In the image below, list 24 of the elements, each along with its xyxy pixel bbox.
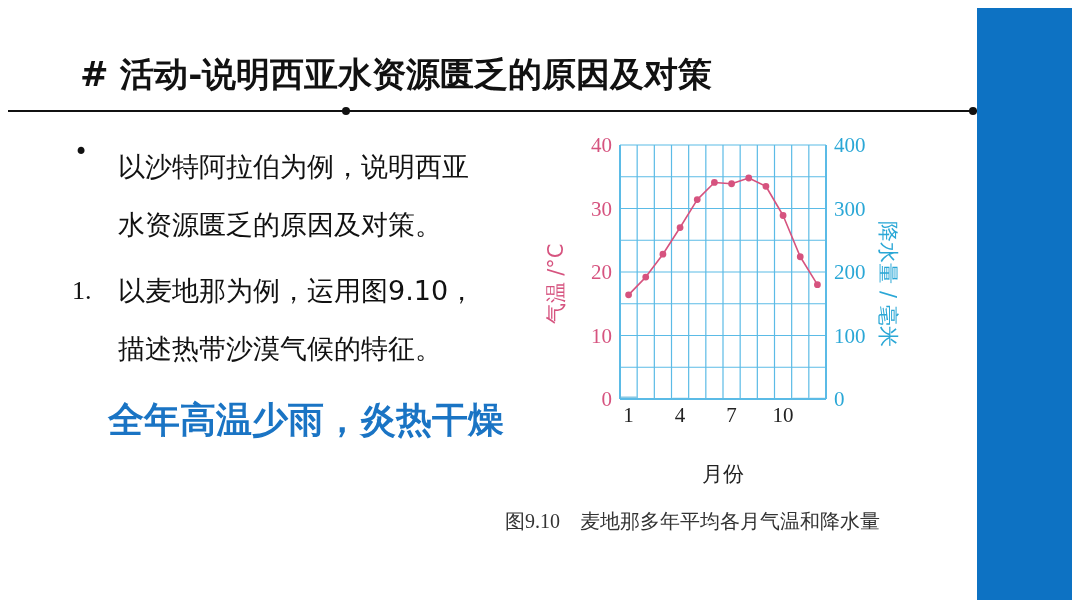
y2-tick-label: 200 [834, 260, 866, 285]
text: 以沙特阿拉伯为例，说明西亚水资源匮乏的原因及对策。 [118, 150, 470, 242]
x-tick-label: 10 [772, 402, 794, 427]
x-tick-label: 4 [674, 402, 686, 427]
x-tick-label: 7 [726, 402, 737, 427]
text: 以麦地那为例，运用图9.10，描述热带沙漠气候的特征。 [118, 274, 477, 366]
text: 全年高温少雨，炎热干燥 [108, 398, 504, 442]
y-tick-label: 10 [591, 323, 612, 348]
text: • [74, 138, 89, 166]
chart-title: # 活动-说明西亚水资源匮乏的原因及对策 [80, 53, 713, 96]
y2-tick-label: 400 [834, 133, 866, 158]
x-axis-title: 月份 [702, 462, 744, 486]
y-tick-label: 20 [591, 260, 612, 285]
y2-axis-title: 降水量 / 毫米 [875, 221, 901, 347]
y-tick-label: 0 [601, 387, 612, 412]
y2-tick-label: 0 [834, 387, 845, 412]
y-axis-title: 气温 /°C [543, 243, 569, 325]
y-tick-label: 30 [591, 196, 612, 221]
y2-tick-label: 100 [834, 323, 866, 348]
caption: 图9.10 麦地那多年平均各月气温和降水量 [505, 509, 880, 534]
y2-tick-label: 300 [834, 196, 866, 221]
x-tick-label: 1 [623, 402, 634, 427]
y-tick-label: 40 [591, 133, 612, 158]
text: 1. [72, 275, 92, 307]
